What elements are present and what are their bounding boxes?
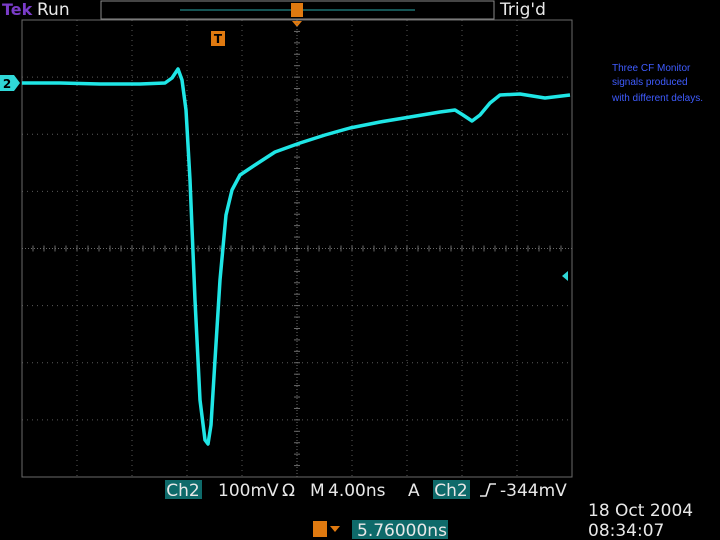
- trigger-status: Trig'd: [499, 0, 546, 20]
- date: 18 Oct 2004: [588, 501, 693, 521]
- slope-icon: [480, 483, 496, 497]
- channel-marker: 2: [3, 77, 11, 91]
- timebase: 4.00ns: [328, 481, 386, 501]
- trigger-source-box: [433, 480, 470, 499]
- trigger-marker-box: [211, 31, 225, 46]
- note-line: Three CF Monitor: [612, 63, 691, 74]
- trigger-mode: A: [408, 481, 420, 501]
- brand: Tek: [2, 0, 33, 19]
- position: 5.76000ns: [357, 521, 447, 540]
- timebase-prefix: M: [310, 481, 325, 501]
- trigger-source: Ch2: [434, 481, 467, 501]
- position-arrow: [330, 526, 340, 532]
- trigger-pos-marker: [291, 3, 303, 17]
- position-marker: [313, 521, 327, 537]
- acq-state: Run: [37, 0, 70, 20]
- waveform: [22, 67, 571, 446]
- channel: Ch2: [166, 481, 199, 501]
- time: 08:34:07: [588, 521, 664, 540]
- trigger-level-marker: [562, 271, 568, 281]
- channel-box: [165, 480, 202, 499]
- channel-marker-box: [0, 75, 20, 91]
- note-line: signals produced: [612, 77, 688, 88]
- volts-per-div: 100mV: [218, 481, 279, 501]
- trigger-marker: T: [214, 32, 223, 46]
- position-box: [352, 520, 448, 539]
- coupling: Ω: [282, 481, 295, 501]
- graticule-border: [21, 19, 573, 478]
- note-line: with different delays.: [611, 93, 703, 104]
- record-frame: [100, 0, 495, 20]
- trigger-level: -344mV: [500, 481, 567, 501]
- graticule: [21, 19, 573, 478]
